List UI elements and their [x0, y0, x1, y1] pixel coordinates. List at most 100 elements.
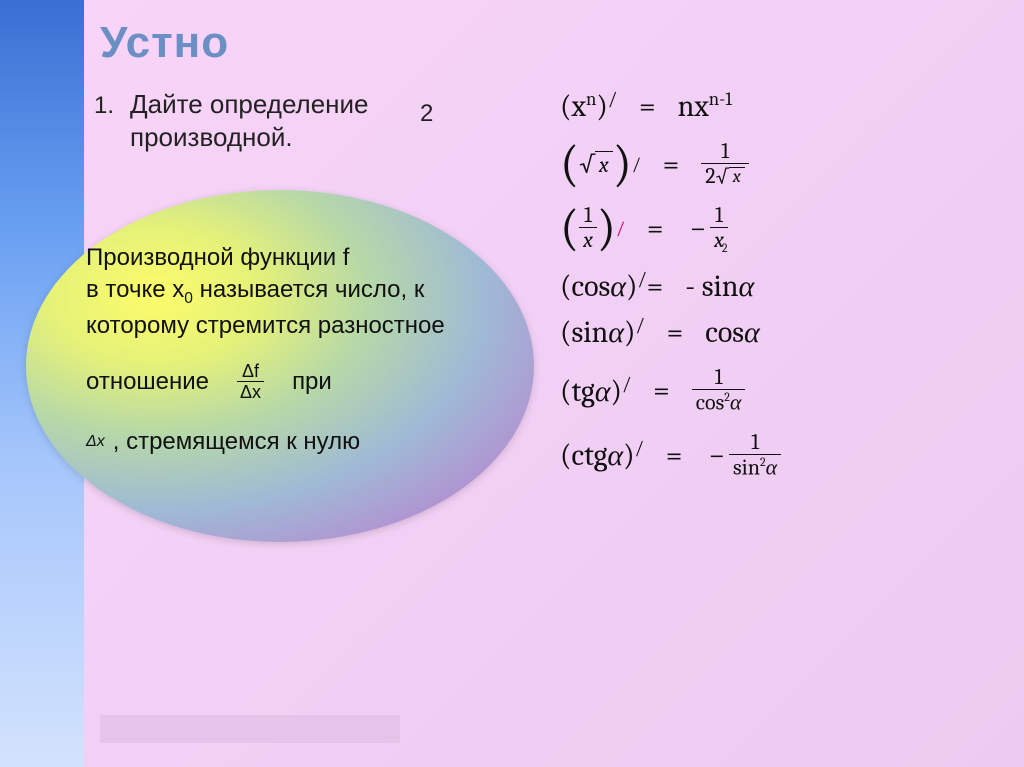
- cos-rhs: - sinα: [685, 269, 754, 304]
- ctg-frac: 1 sin2α: [729, 431, 781, 480]
- footer-placeholder: [100, 715, 400, 743]
- cos-r: - sin: [685, 269, 738, 304]
- task-number: 1.: [84, 88, 114, 120]
- def-sub0: 0: [184, 290, 193, 307]
- def-line1: Производной функции f: [86, 244, 494, 272]
- ctg-minus: −: [708, 438, 725, 473]
- sin-l: (sin: [560, 315, 608, 350]
- cos-a: α: [610, 269, 626, 304]
- ctg-eq: =: [666, 438, 683, 473]
- ratio-frac: Δf Δx: [237, 362, 264, 402]
- ctg-den: sin2α: [729, 454, 781, 479]
- def-ratio-row: отношение Δf Δx при: [86, 362, 494, 402]
- formula-sqrt: ( √x )/ = 1 2√x: [560, 140, 1000, 188]
- inv-minus: −: [689, 211, 706, 246]
- ratio-word: отношение: [86, 368, 209, 396]
- ctg-a: α: [607, 438, 623, 473]
- tg-l: (tg: [560, 374, 595, 409]
- formula-inverse: ( 1 x )/ = − 1 x 2: [560, 204, 1000, 252]
- cos-l: (cos: [560, 269, 610, 304]
- inv-sub2: 2: [722, 241, 728, 255]
- sqrt-lhs: ( √x )/: [560, 144, 641, 184]
- sqrt-den-x: x: [729, 167, 745, 187]
- tg-cp: ): [611, 374, 622, 409]
- tg-da: α: [730, 390, 742, 416]
- task-number-2: 2: [420, 100, 433, 128]
- tg-cos: cos: [696, 390, 724, 416]
- tg-lhs: (tgα)/: [560, 373, 631, 409]
- def-l2b: называется число, к: [200, 276, 425, 303]
- sqrt-num: 1: [717, 140, 733, 163]
- def-l2a: в точке х: [86, 276, 184, 303]
- tg-den: cos2α: [692, 389, 746, 414]
- pr-exp: n-1: [709, 88, 732, 110]
- definition-ellipse: Производной функции f в точке х0 называе…: [26, 190, 534, 542]
- cos-lhs: (cosα)/=: [560, 268, 663, 304]
- inv-rhs: − 1 x 2: [685, 204, 733, 252]
- sin-cp: ): [624, 315, 635, 350]
- inv-eq: =: [647, 211, 664, 246]
- ctg-l: (ctg: [560, 438, 607, 473]
- cos-cp: ): [626, 269, 637, 304]
- sin-r: cos: [705, 315, 744, 350]
- pl-exp: n: [586, 88, 596, 110]
- sin-eq: =: [667, 315, 684, 350]
- page-title: Устно: [100, 18, 229, 68]
- sin-rhs: cosα: [705, 315, 760, 350]
- sqrt-prime: /: [632, 154, 641, 175]
- tg-num: 1: [711, 366, 727, 389]
- inv-den-x: x: [579, 227, 597, 252]
- ctg-lhs: (ctgα)/: [560, 437, 644, 473]
- power-lhs: (xn)/: [560, 88, 617, 124]
- ctg-da: α: [766, 454, 778, 480]
- sin-pr: /: [636, 314, 645, 336]
- sqrt-eq: =: [663, 147, 680, 182]
- formulas-block: (xn)/ = nxn-1 ( √x )/ = 1 2√x ( 1 x )/ =: [560, 88, 1000, 495]
- inv-lhs: ( 1 x )/: [560, 204, 625, 252]
- pl-close: ): [596, 89, 607, 124]
- cos-pr: /: [637, 268, 646, 290]
- sqrt-sym: √x: [579, 150, 613, 178]
- formula-ctg: (ctgα)/ = − 1 sin2α: [560, 431, 1000, 480]
- sqrt-x: x: [595, 151, 613, 178]
- inv-prime: /: [616, 218, 625, 239]
- task-line1: Дайте определение: [130, 89, 369, 119]
- sin-ra: α: [744, 315, 760, 350]
- ctg-cp: ): [623, 438, 634, 473]
- inv-num1: 1: [580, 204, 596, 227]
- power-rhs: nxn-1: [678, 88, 732, 124]
- cos-eq1: =: [647, 269, 664, 304]
- ctg-pr: /: [635, 437, 644, 459]
- inv-rnum: 1: [711, 204, 727, 227]
- tg-a: α: [595, 374, 611, 409]
- ctg-sin: sin: [733, 454, 760, 480]
- def-line3: которому стремится разностное: [86, 312, 494, 340]
- task-text: Дайте определение производной.: [130, 88, 490, 153]
- power-eq: =: [639, 89, 656, 124]
- cos-ra: α: [739, 269, 755, 304]
- ctg-num: 1: [747, 431, 763, 454]
- formula-sin: (sinα)/ = cosα: [560, 314, 1000, 350]
- pl-open: (x: [560, 89, 586, 124]
- pr-a: nx: [678, 89, 709, 124]
- tg-rhs: 1 cos2α: [692, 366, 746, 415]
- tg-eq: =: [653, 373, 670, 408]
- delta-x: Δx: [237, 381, 264, 402]
- def-line2: в точке х0 называется число, к: [86, 276, 494, 308]
- formula-power: (xn)/ = nxn-1: [560, 88, 1000, 124]
- sin-lhs: (sinα)/: [560, 314, 645, 350]
- sqrt-den: 2√x: [701, 163, 749, 188]
- sqrt-rhs: 1 2√x: [701, 140, 749, 188]
- dx-small: Δx: [86, 433, 105, 451]
- task-line2: производной.: [130, 122, 293, 152]
- pl-prime: /: [608, 88, 617, 110]
- def-last: , стремящемся к нулю: [113, 428, 360, 456]
- tg-pr: /: [622, 373, 631, 395]
- inv-frac: 1 x: [579, 204, 597, 252]
- sin-a: α: [608, 315, 624, 350]
- formula-cos: (cosα)/= - sinα: [560, 268, 1000, 304]
- delta-f: Δf: [239, 362, 262, 381]
- ctg-rhs: − 1 sin2α: [704, 431, 781, 480]
- ratio-pri: при: [292, 368, 332, 396]
- def-last-row: Δx , стремящемся к нулю: [86, 428, 494, 456]
